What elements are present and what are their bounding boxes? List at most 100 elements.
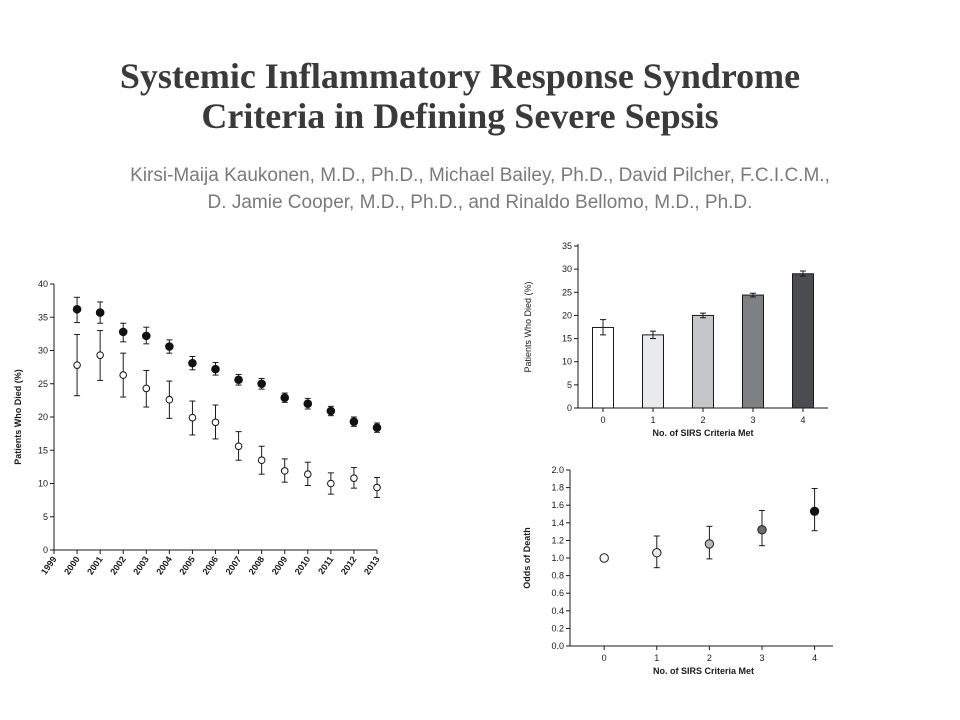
trend-y-tick-label: 30 [38,346,48,356]
trend-x-tick-label: 2008 [247,554,267,576]
trend-point-filled [234,375,243,385]
trend-point-open [96,351,104,359]
trend-point-filled [95,308,105,317]
trend-y-tick-label: 40 [38,279,48,289]
trend-point-open [257,456,266,465]
trend-y-tick-label: 5 [43,512,48,522]
odds-x-tick-label: 3 [759,653,764,663]
odds-y-tick-label: 1.4 [551,518,564,528]
authors-line-1: Kirsi-Maija Kaukonen, M.D., Ph.D., Micha… [130,165,830,186]
trend-point-open [280,467,289,475]
trend-x-tick-label: 2000 [62,554,82,576]
odds-point [599,553,609,563]
bar [792,273,814,409]
trend-point-filled [349,417,359,426]
bar-x-axis-label: No. of SIRS Criteria Met [652,428,753,438]
trend-point-filled [257,379,266,389]
paper-title: Systemic Inflammatory Response Syndrome … [0,56,920,136]
odds-y-tick-label: 0.0 [551,641,564,651]
trend-y-tick-label: 25 [38,379,48,389]
odds-y-tick-label: 1.2 [551,535,564,545]
trend-y-tick-label: 15 [38,445,48,455]
trend-x-tick-label: 2013 [362,554,382,576]
trend-point-filled [141,331,151,341]
trend-point-open [211,418,220,427]
trend-x-tick-label: 2012 [339,554,359,576]
odds-y-tick-label: 1.0 [551,553,564,563]
trend-x-tick-label: 2006 [200,554,220,576]
odds-point [757,525,767,535]
trend-point-filled [188,358,197,368]
trend-x-tick-label: 2004 [154,554,174,576]
odds-y-tick-label: 0.8 [551,571,564,581]
bar-y-tick-label: 15 [562,334,572,344]
trend-point-filled [326,406,336,416]
bar-y-tick-label: 30 [562,264,572,274]
trend-point-filled [280,393,290,403]
authors-line-2: D. Jamie Cooper, M.D., Ph.D., and Rinald… [207,192,753,213]
bar [692,314,714,409]
odds-point [704,539,715,549]
bar-y-axis-label: Patients Who Died (%) [523,281,533,372]
bar-chart: 0 5 10 15 20 25 30 35 0 1 2 3 4 No. of SIRS Criteria … [523,241,828,438]
odds-x-tick-label: 0 [602,653,607,663]
odds-x-tick-label: 4 [812,653,817,663]
trend-x-tick-label: 2001 [85,554,105,576]
title-line-2: Criteria in Defining Severe Sepsis [201,96,719,136]
trend-point-open [350,474,358,482]
bar [742,294,764,409]
trend-point-open [373,483,381,492]
trend-y-tick-label: 35 [38,312,48,322]
odds-y-tick-label: 1.6 [551,500,564,510]
odds-y-tick-label: 0.4 [551,606,564,616]
trend-x-tick-label: 2002 [108,554,128,576]
bar-x-tick-label: 4 [800,415,805,425]
bar-y-tick-label: 0 [567,403,572,413]
odds-x-tick-label: 2 [707,653,712,663]
bar-y-tick-label: 20 [562,310,572,320]
bar-y-tick-label: 25 [562,287,572,297]
bar-y-tick-label: 5 [567,380,572,390]
trend-x-tick-label: 2003 [131,554,151,576]
trend-x-tick-label: 2009 [270,554,290,576]
trend-point-open [142,384,151,393]
bar-y-tick-label: 35 [562,241,572,251]
odds-x-tick-label: 1 [654,653,659,663]
trend-chart: 0 5 10 15 20 25 30 35 40 1999 2000 2001 2002 2003 2004… [13,279,382,577]
trend-x-tick-label: 2010 [293,554,313,576]
trend-x-tick-label: 2011 [316,554,335,576]
bar [592,326,614,409]
odds-point [652,548,662,558]
author-list: Kirsi-Maija Kaukonen, M.D., Ph.D., Micha… [0,162,960,216]
trend-y-tick-label: 10 [38,479,48,489]
trend-y-axis-label: Patients Who Died (%) [13,369,23,465]
bar-y-tick-label: 10 [562,357,572,367]
trend-point-open [303,470,312,478]
odds-y-tick-label: 2.0 [551,465,564,475]
trend-point-filled [72,304,82,314]
trend-point-filled [165,342,174,351]
title-line-1: Systemic Inflammatory Response Syndrome [119,56,801,96]
trend-y-tick-label: 0 [43,545,48,555]
odds-y-tick-label: 0.2 [551,623,564,633]
trend-point-filled [303,399,313,409]
trend-point-filled [372,423,382,432]
trend-x-tick-label: 1999 [39,554,59,576]
trend-point-filled [118,327,128,337]
trend-point-open [327,479,335,488]
bar-x-tick-label: 3 [750,415,755,425]
odds-point [809,506,820,517]
trend-point-open [165,395,174,404]
trend-point-open [188,413,197,422]
trend-point-open [234,442,243,451]
trend-x-tick-label: 2005 [177,554,197,576]
trend-point-open [119,371,128,379]
odds-y-axis-label: Odds of Death [522,527,532,589]
trend-x-tick-label: 2007 [224,554,244,576]
bar-x-tick-label: 0 [600,415,605,425]
odds-y-tick-label: 1.8 [551,483,564,493]
odds-y-tick-label: 0.6 [551,588,564,598]
bar-x-tick-label: 1 [650,415,655,425]
trend-point-filled [211,364,220,374]
odds-x-axis-label: No. of SIRS Criteria Met [653,666,754,676]
